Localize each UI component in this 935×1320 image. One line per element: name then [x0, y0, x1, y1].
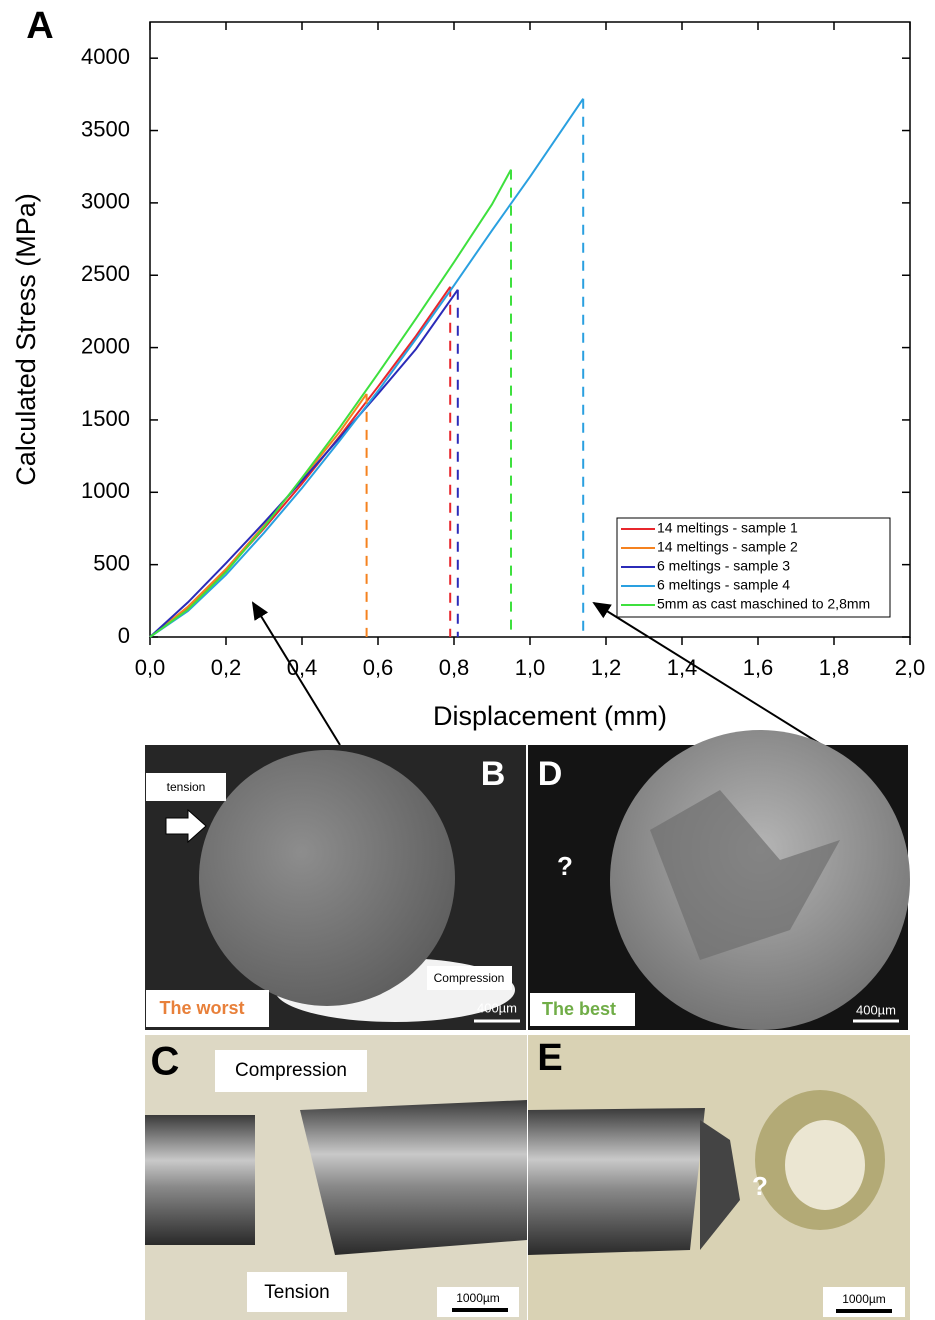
panel-label: C — [151, 1040, 180, 1084]
panel-c: C Compression Tension 1000µm — [145, 1035, 527, 1320]
x-tick-label: 0,6 — [363, 655, 394, 680]
y-axis-title: Calculated Stress (MPa) — [11, 193, 41, 486]
x-tick-label: 1,8 — [819, 655, 850, 680]
series-line — [149, 169, 512, 638]
legend-box — [616, 517, 891, 618]
annotation: Compression — [434, 971, 505, 985]
annotation: tension — [167, 780, 206, 794]
x-tick-label: 0,0 — [135, 655, 166, 680]
x-tick-label: 1,0 — [515, 655, 546, 680]
scale-label: 1000µm — [842, 1292, 886, 1306]
scale-label: 400µm — [477, 1000, 517, 1015]
legend-label: 6 meltings - sample 4 — [657, 577, 790, 593]
series-line — [149, 393, 368, 638]
arrow — [592, 601, 823, 746]
panel-b: B tension Compression 400µm The worst — [145, 745, 526, 1030]
x-axis-title: Displacement (mm) — [433, 701, 667, 731]
scale-label: 400µm — [856, 1002, 896, 1017]
panel-label: A — [26, 5, 53, 47]
annotation: Compression — [235, 1060, 347, 1081]
y-tick-label: 0 — [118, 623, 130, 648]
x-tick-label: 1,6 — [743, 655, 774, 680]
caption: The best — [542, 999, 616, 1019]
y-tick-label: 2000 — [81, 333, 130, 358]
panel-label: E — [537, 1037, 562, 1079]
annotation: ? — [752, 1171, 768, 1201]
panel-label: D — [538, 755, 563, 793]
legend-label: 5mm as cast maschined to 2,8mm — [657, 596, 870, 612]
x-tick-label: 0,8 — [439, 655, 470, 680]
annotation: Tension — [264, 1282, 330, 1303]
caption: The worst — [159, 998, 244, 1018]
legend-label: 14 meltings - sample 2 — [657, 539, 798, 555]
y-tick-label: 3500 — [81, 116, 130, 141]
x-tick-label: 1,2 — [591, 655, 622, 680]
y-tick-label: 2500 — [81, 261, 130, 286]
panel-label: B — [481, 755, 506, 793]
series-line — [149, 98, 585, 638]
y-tick-label: 1000 — [81, 478, 130, 503]
x-tick-label: 0,2 — [211, 655, 242, 680]
y-tick-label: 500 — [93, 550, 130, 575]
y-tick-label: 4000 — [81, 44, 130, 69]
scale-label: 1000µm — [456, 1291, 500, 1305]
y-tick-label: 3000 — [81, 189, 130, 214]
panel-e: E ? 1000µm — [528, 1035, 910, 1320]
series-line — [149, 289, 459, 638]
panel-d: D ? 400µm The best — [528, 730, 910, 1030]
legend-label: 14 meltings - sample 1 — [657, 520, 798, 536]
plot: 0 500 1000 1500 2000 2500 3000 3500 4000 0,0 0,2 0,… — [11, 21, 926, 731]
series-line — [149, 286, 452, 638]
legend-label: 6 meltings - sample 3 — [657, 558, 790, 574]
annotation: ? — [557, 851, 573, 881]
x-tick-label: 2,0 — [895, 655, 926, 680]
y-tick-label: 1500 — [81, 406, 130, 431]
arrow — [251, 601, 341, 746]
